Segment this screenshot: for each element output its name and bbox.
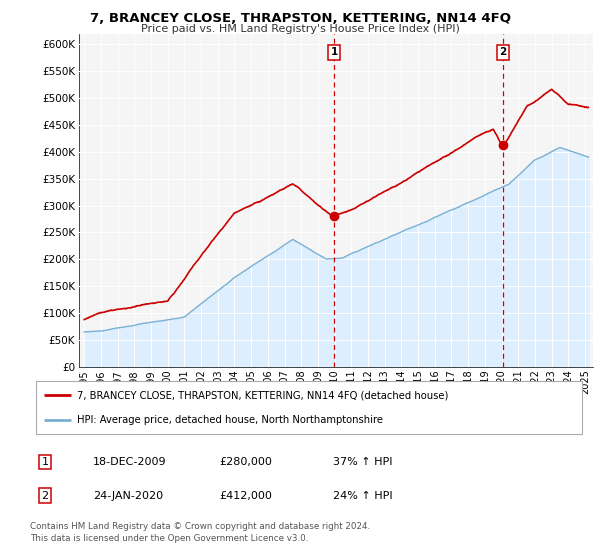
Text: 1: 1 [331, 48, 338, 58]
Text: 1: 1 [41, 457, 49, 467]
Text: HPI: Average price, detached house, North Northamptonshire: HPI: Average price, detached house, Nort… [77, 414, 383, 424]
Text: 24% ↑ HPI: 24% ↑ HPI [333, 491, 392, 501]
Text: 2: 2 [499, 48, 506, 58]
Text: £412,000: £412,000 [219, 491, 272, 501]
Text: This data is licensed under the Open Government Licence v3.0.: This data is licensed under the Open Gov… [30, 534, 308, 543]
Text: 7, BRANCEY CLOSE, THRAPSTON, KETTERING, NN14 4FQ (detached house): 7, BRANCEY CLOSE, THRAPSTON, KETTERING, … [77, 390, 448, 400]
Text: Price paid vs. HM Land Registry's House Price Index (HPI): Price paid vs. HM Land Registry's House … [140, 24, 460, 34]
Text: 2: 2 [41, 491, 49, 501]
Text: 7, BRANCEY CLOSE, THRAPSTON, KETTERING, NN14 4FQ: 7, BRANCEY CLOSE, THRAPSTON, KETTERING, … [89, 12, 511, 25]
Text: 24-JAN-2020: 24-JAN-2020 [93, 491, 163, 501]
Text: £280,000: £280,000 [219, 457, 272, 467]
Text: 37% ↑ HPI: 37% ↑ HPI [333, 457, 392, 467]
Text: 18-DEC-2009: 18-DEC-2009 [93, 457, 167, 467]
Text: Contains HM Land Registry data © Crown copyright and database right 2024.: Contains HM Land Registry data © Crown c… [30, 522, 370, 531]
